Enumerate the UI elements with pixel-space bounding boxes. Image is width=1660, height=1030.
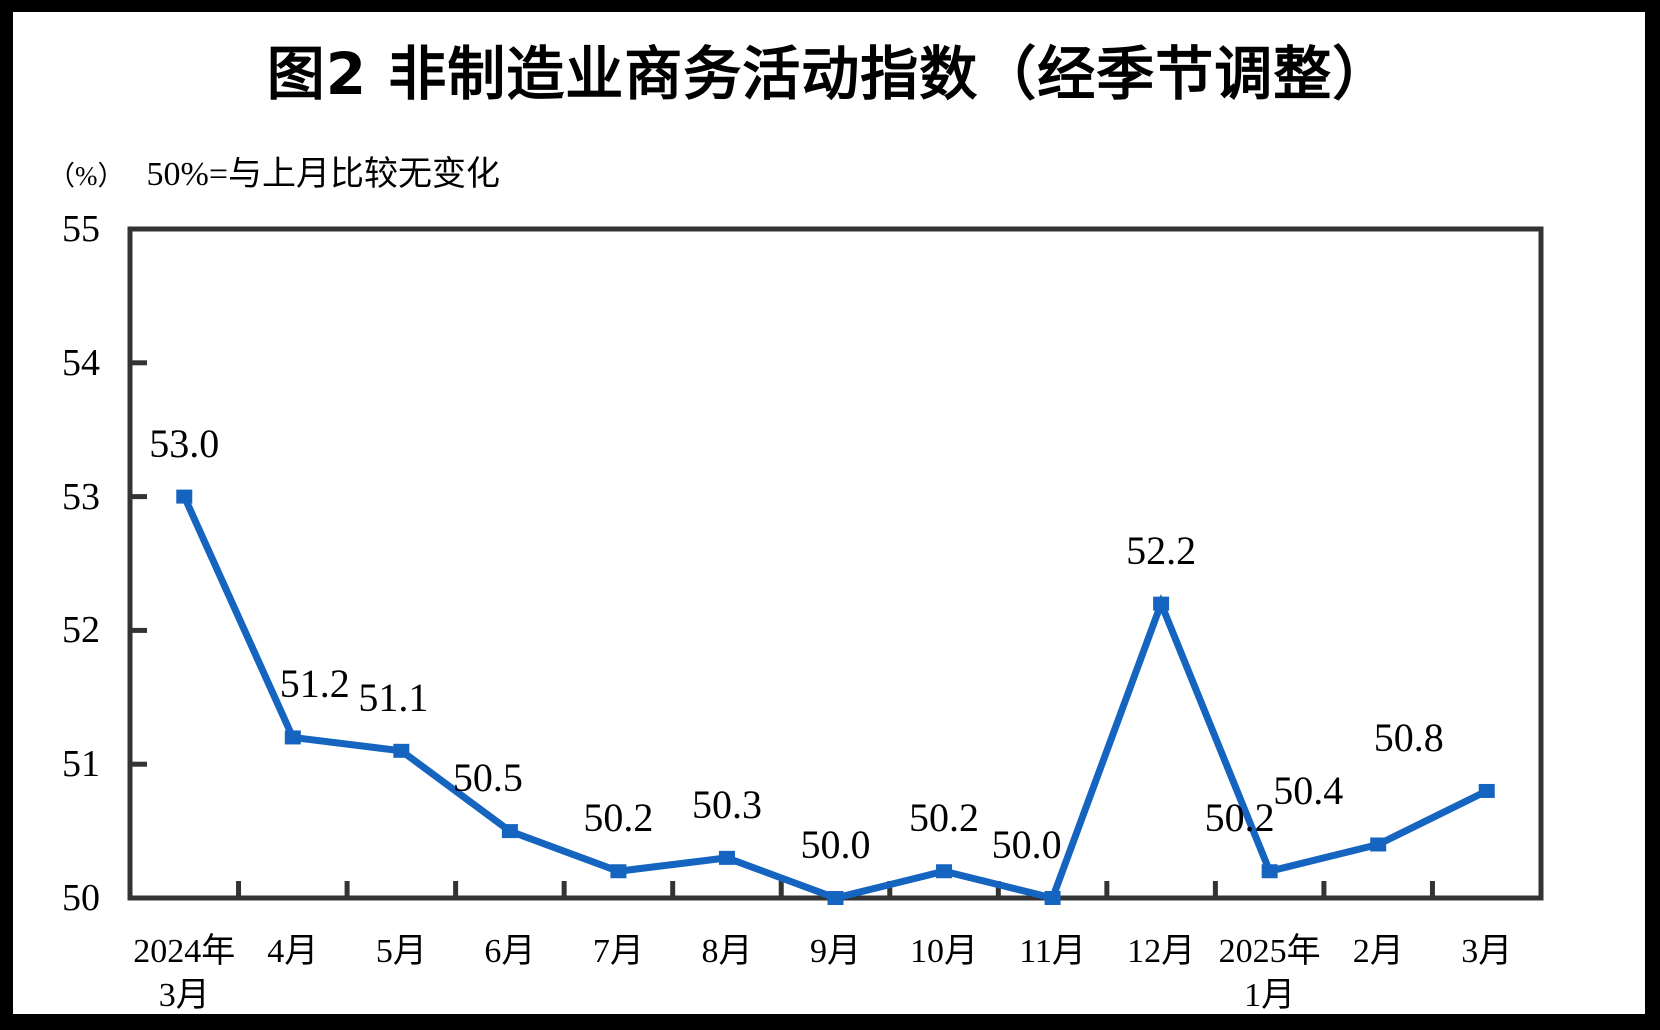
y-axis-tick-label: 52 <box>62 609 100 652</box>
data-point-marker <box>936 864 953 879</box>
data-point-label: 50.0 <box>991 822 1062 867</box>
y-axis-tick-label: 53 <box>62 475 100 518</box>
y-axis-tick-label: 55 <box>62 208 100 250</box>
data-point-label: 50.5 <box>452 755 523 801</box>
x-axis-tick-label: 4月 <box>267 933 319 970</box>
data-point-label: 52.2 <box>1126 527 1197 573</box>
data-point-label: 50.2 <box>583 795 654 841</box>
data-point-marker <box>1261 864 1278 879</box>
x-axis-tick-label: 2月 <box>1352 933 1404 970</box>
x-axis-tick-label: 12月 <box>1127 933 1196 970</box>
data-point-label: 51.2 <box>279 661 350 707</box>
y-axis-tick-label: 50 <box>62 877 100 919</box>
data-point-label: 50.2 <box>1204 795 1275 841</box>
x-axis-tick-label: 2024年 3月 <box>133 933 236 1014</box>
x-axis-tick-label: 6月 <box>484 933 536 970</box>
y-axis-tick-label: 51 <box>62 743 100 786</box>
data-point-marker <box>610 864 627 879</box>
y-axis-unit-label: （%） <box>48 161 125 191</box>
data-point-label: 51.1 <box>358 674 429 720</box>
data-point-marker <box>1044 891 1061 905</box>
data-point-marker <box>827 891 844 905</box>
data-point-label: 50.8 <box>1373 714 1444 760</box>
data-point-marker <box>718 850 735 865</box>
x-axis-tick-label: 7月 <box>592 933 644 970</box>
data-point-marker <box>393 743 410 758</box>
data-point-marker <box>284 730 301 745</box>
x-axis-tick-label: 11月 <box>1019 933 1086 970</box>
x-axis-tick-label: 8月 <box>701 933 753 970</box>
x-axis-tick-label: 2025年 1月 <box>1218 933 1321 1014</box>
data-point-label: 50.4 <box>1273 768 1344 814</box>
data-point-label: 50.2 <box>909 795 980 841</box>
reference-note: 50%=与上月比较无变化 <box>146 156 501 193</box>
data-point-marker <box>501 824 518 839</box>
chart-title: 图2 非制造业商务活动指数（经季节调整） <box>266 40 1392 108</box>
data-point-marker <box>1370 837 1387 852</box>
data-point-label: 50.3 <box>691 781 762 827</box>
data-point-marker <box>1153 596 1170 611</box>
data-point-marker <box>176 489 193 504</box>
x-axis-tick-label: 10月 <box>910 933 979 970</box>
y-axis-tick-label: 54 <box>62 341 100 384</box>
chart-canvas: 图2 非制造业商务活动指数（经季节调整） （%） 50%=与上月比较无变化 50 5… <box>13 12 1645 1014</box>
axis-note-row: （%） 50%=与上月比较无变化 <box>48 146 500 195</box>
x-axis-tick-label: 3月 <box>1461 933 1513 970</box>
data-point-marker <box>1478 783 1495 798</box>
x-axis-tick-label: 5月 <box>375 933 427 970</box>
x-axis-tick-label: 9月 <box>810 933 861 970</box>
data-point-label: 53.0 <box>149 420 220 466</box>
data-point-label: 50.0 <box>800 822 871 867</box>
